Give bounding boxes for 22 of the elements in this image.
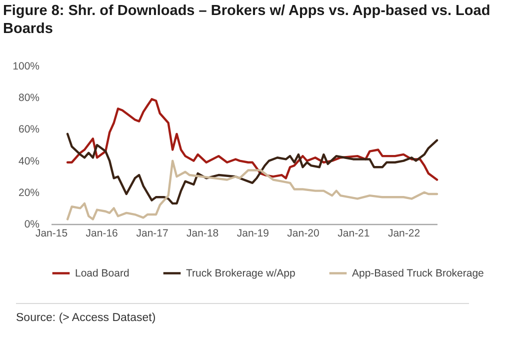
legend-label: Truck Brokerage w/App	[186, 267, 296, 280]
x-tick-label: Jan-22	[388, 228, 420, 240]
legend-label: App-Based Truck Brokerage	[352, 267, 484, 280]
y-tick-label: 80%	[18, 92, 40, 104]
x-tick-label: Jan-16	[86, 228, 118, 240]
x-tick-label: Jan-19	[236, 228, 270, 240]
x-tick-label: Jan-21	[338, 228, 370, 240]
x-tick-label: Jan-15	[35, 228, 68, 240]
y-tick-label: 20%	[18, 186, 40, 199]
line-series	[66, 160, 438, 220]
x-tick-label: Jan-18	[186, 228, 219, 240]
y-tick-label: 100%	[12, 60, 40, 72]
y-tick-label: 0%	[24, 218, 40, 230]
x-tick-label: Jan-20	[287, 228, 320, 240]
x-tick-label: Jan-17	[136, 228, 168, 240]
line-series	[66, 98, 438, 181]
y-tick-label: 40%	[18, 155, 40, 168]
chart-title: Figure 8: Shr. of Downloads – Brokers w/ Apps vs. App-based vs. Load Boards	[3, 2, 492, 38]
source-note: Source: (> Access Dataset)	[16, 311, 156, 325]
legend-label: Load Board	[75, 267, 130, 280]
line-series	[66, 132, 438, 205]
y-tick-label: 60%	[18, 124, 40, 136]
